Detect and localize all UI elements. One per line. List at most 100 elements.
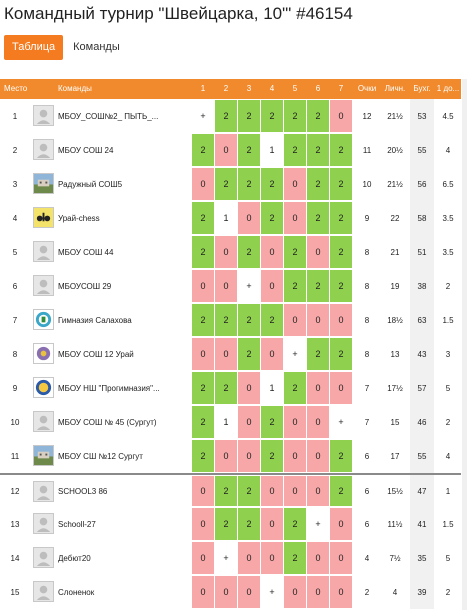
team-name-link[interactable]: Гимназия Салахова bbox=[58, 315, 132, 325]
round-result-7[interactable]: 2 bbox=[330, 134, 352, 166]
tab-teams[interactable]: Команды bbox=[73, 41, 120, 53]
round-result-6[interactable]: 2 bbox=[307, 100, 329, 132]
round-result-5[interactable]: 0 bbox=[284, 406, 306, 438]
round-result-7[interactable]: 0 bbox=[330, 576, 352, 608]
round-result-4[interactable]: 0 bbox=[261, 542, 283, 574]
round-result-7[interactable]: 0 bbox=[330, 372, 352, 404]
round-result-5[interactable]: 2 bbox=[284, 270, 306, 302]
round-result-3[interactable]: 0 bbox=[238, 576, 260, 608]
header-tb1[interactable]: 1 до... bbox=[436, 84, 460, 93]
round-result-2[interactable]: 2 bbox=[215, 304, 237, 336]
table-row[interactable]: 2 МБОУ СОШ 24 2 0 2 1 2 2 2 11 20½ 55 4 bbox=[0, 133, 461, 167]
round-result-2[interactable]: 2 bbox=[215, 168, 237, 200]
round-result-1[interactable]: 2 bbox=[192, 440, 214, 472]
round-result-6[interactable]: + bbox=[307, 508, 329, 540]
round-result-1[interactable]: 0 bbox=[192, 576, 214, 608]
round-result-3[interactable]: 2 bbox=[238, 100, 260, 132]
round-result-4[interactable]: 2 bbox=[261, 168, 283, 200]
table-row[interactable]: 7 Гимназия Салахова 2 2 2 2 0 0 0 8 18½ 63 1.5 bbox=[0, 303, 461, 337]
round-result-6[interactable]: 0 bbox=[307, 542, 329, 574]
round-result-3[interactable]: 0 bbox=[238, 406, 260, 438]
round-result-4[interactable]: 0 bbox=[261, 236, 283, 268]
table-row[interactable]: 1 МБОУ_СОШ№2_ ПЫТЬ_... +2 2 2 2 2 0 12 21½ 53 4.5 bbox=[0, 99, 461, 133]
table-row[interactable]: 4 Урай-chess 2 1 0 2 0 2 2 9 22 58 3.5 bbox=[0, 201, 461, 235]
header-round-3[interactable]: 3 bbox=[246, 84, 252, 93]
round-result-4[interactable]: 2 bbox=[261, 202, 283, 234]
round-result-3[interactable]: 0 bbox=[238, 372, 260, 404]
header-buchholz[interactable]: Бухг. bbox=[413, 84, 431, 93]
round-result-4[interactable]: 0 bbox=[261, 508, 283, 540]
round-result-1[interactable]: 0 bbox=[192, 338, 214, 370]
round-result-3[interactable]: 2 bbox=[238, 236, 260, 268]
round-result-6[interactable]: 0 bbox=[307, 476, 329, 506]
round-result-2[interactable]: 0 bbox=[215, 338, 237, 370]
round-result-4[interactable]: + bbox=[261, 576, 283, 608]
team-name-link[interactable]: SCHOOL3 86 bbox=[58, 486, 108, 496]
team-name-link[interactable]: МБОУ_СОШ№2_ ПЫТЬ_... bbox=[58, 111, 159, 121]
team-name-link[interactable]: МБОУ СОШ 44 bbox=[58, 247, 114, 257]
header-round-4[interactable]: 4 bbox=[269, 84, 275, 93]
round-result-5[interactable]: 0 bbox=[284, 202, 306, 234]
round-result-6[interactable]: 0 bbox=[307, 440, 329, 472]
team-name-link[interactable]: Дебют20 bbox=[58, 553, 91, 563]
round-result-3[interactable]: 2 bbox=[238, 304, 260, 336]
table-row[interactable]: 11 МБОУ СШ №12 Сургут 2 0 0 2 0 0 2 6 17 55 4 bbox=[0, 439, 461, 473]
round-result-7[interactable]: 2 bbox=[330, 168, 352, 200]
round-result-1[interactable]: 0 bbox=[192, 168, 214, 200]
round-result-3[interactable]: 2 bbox=[238, 508, 260, 540]
team-name-link[interactable]: Урай-chess bbox=[58, 213, 100, 223]
round-result-5[interactable]: 0 bbox=[284, 168, 306, 200]
round-result-6[interactable]: 2 bbox=[307, 168, 329, 200]
round-result-6[interactable]: 0 bbox=[307, 372, 329, 404]
round-result-2[interactable]: 0 bbox=[215, 440, 237, 472]
round-result-2[interactable]: 0 bbox=[215, 236, 237, 268]
round-result-7[interactable]: 2 bbox=[330, 476, 352, 506]
team-name-link[interactable]: МБОУ СШ №12 Сургут bbox=[58, 451, 143, 461]
table-row[interactable]: 14 Дебют20 0 +0 0 2 0 0 4 7½ 35 5 bbox=[0, 541, 461, 575]
round-result-6[interactable]: 2 bbox=[307, 202, 329, 234]
table-row[interactable]: 5 МБОУ СОШ 44 2 0 2 0 2 0 2 8 21 51 3.5 bbox=[0, 235, 461, 269]
table-row[interactable]: 13 Schooll-27 0 2 2 0 2 +0 6 11½ 41 1.5 bbox=[0, 507, 461, 541]
round-result-7[interactable]: + bbox=[330, 406, 352, 438]
table-row[interactable]: 12 SCHOOL3 86 0 2 2 0 0 0 2 6 15½ 47 1 bbox=[0, 473, 461, 507]
round-result-6[interactable]: 0 bbox=[307, 576, 329, 608]
round-result-1[interactable]: + bbox=[192, 100, 214, 132]
team-name-link[interactable]: МБОУ СОШ 12 Урай bbox=[58, 349, 134, 359]
round-result-5[interactable]: 2 bbox=[284, 542, 306, 574]
round-result-2[interactable]: 2 bbox=[215, 508, 237, 540]
round-result-6[interactable]: 2 bbox=[307, 270, 329, 302]
round-result-1[interactable]: 2 bbox=[192, 202, 214, 234]
round-result-3[interactable]: 2 bbox=[238, 168, 260, 200]
round-result-3[interactable]: 2 bbox=[238, 338, 260, 370]
round-result-2[interactable]: 2 bbox=[215, 100, 237, 132]
round-result-4[interactable]: 0 bbox=[261, 338, 283, 370]
round-result-6[interactable]: 2 bbox=[307, 338, 329, 370]
header-round-7[interactable]: 7 bbox=[338, 84, 344, 93]
round-result-7[interactable]: 0 bbox=[330, 542, 352, 574]
round-result-1[interactable]: 2 bbox=[192, 372, 214, 404]
round-result-1[interactable]: 0 bbox=[192, 476, 214, 506]
round-result-3[interactable]: 0 bbox=[238, 440, 260, 472]
round-result-5[interactable]: 0 bbox=[284, 476, 306, 506]
round-result-5[interactable]: 2 bbox=[284, 134, 306, 166]
round-result-4[interactable]: 0 bbox=[261, 270, 283, 302]
round-result-5[interactable]: 2 bbox=[284, 508, 306, 540]
round-result-5[interactable]: 0 bbox=[284, 304, 306, 336]
round-result-5[interactable]: 0 bbox=[284, 440, 306, 472]
header-individual[interactable]: Личн. bbox=[384, 84, 406, 93]
table-row[interactable]: 8 МБОУ СОШ 12 Урай 0 0 2 0 +2 2 8 13 43 3 bbox=[0, 337, 461, 371]
round-result-7[interactable]: 2 bbox=[330, 270, 352, 302]
round-result-6[interactable]: 2 bbox=[307, 134, 329, 166]
round-result-5[interactable]: 2 bbox=[284, 372, 306, 404]
table-row[interactable]: 3 Радужный СОШ5 0 2 2 2 0 2 2 10 21½ 56 6.5 bbox=[0, 167, 461, 201]
team-name-link[interactable]: Schooll-27 bbox=[58, 519, 96, 529]
round-result-3[interactable]: 0 bbox=[238, 542, 260, 574]
round-result-2[interactable]: 0 bbox=[215, 270, 237, 302]
table-row[interactable]: 15 Слоненок 0 0 0 +0 0 0 2 4 39 2 bbox=[0, 575, 461, 609]
round-result-6[interactable]: 0 bbox=[307, 304, 329, 336]
round-result-4[interactable]: 2 bbox=[261, 440, 283, 472]
round-result-1[interactable]: 0 bbox=[192, 508, 214, 540]
round-result-7[interactable]: 0 bbox=[330, 100, 352, 132]
round-result-4[interactable]: 1 bbox=[261, 134, 283, 166]
round-result-3[interactable]: 2 bbox=[238, 476, 260, 506]
